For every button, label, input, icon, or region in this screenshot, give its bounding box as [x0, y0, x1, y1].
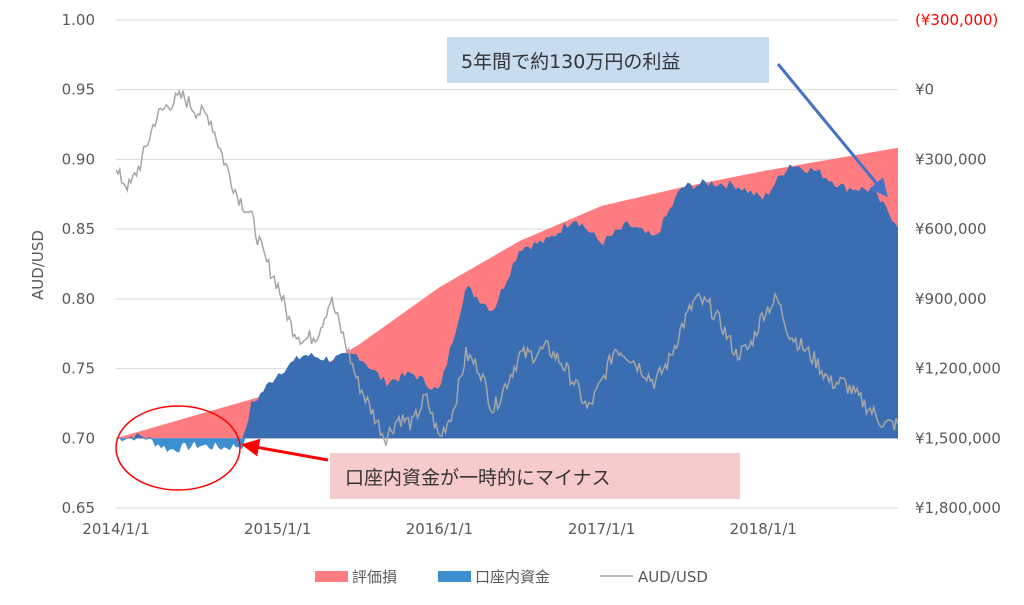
- legend-swatch-valuation-loss: [315, 571, 348, 582]
- y-axis-title: AUD/USD: [29, 230, 47, 300]
- legend-swatch-account-funds: [438, 571, 471, 582]
- right-tick-label: ¥0: [915, 81, 934, 99]
- highlight-ellipse: [115, 405, 241, 491]
- left-tick-label: 0.80: [62, 290, 95, 308]
- left-tick-label: 0.65: [62, 499, 95, 517]
- left-tick-label: 1.00: [62, 11, 95, 29]
- profit-callout: 5年間で約130万円の利益: [447, 37, 888, 197]
- left-tick-label: 0.95: [62, 81, 95, 99]
- left-axis-ticks: 1.00 0.95 0.90 0.85 0.80 0.75 0.70 0.65: [62, 11, 95, 517]
- left-tick-label: 0.75: [62, 360, 95, 378]
- negative-funds-callout: 口座内資金が一時的にマイナス: [115, 405, 740, 499]
- legend-item-account-funds: 口座内資金: [438, 568, 550, 586]
- x-tick-label: 2017/1/1: [568, 520, 635, 538]
- right-tick-label: ¥600,000: [915, 220, 987, 238]
- profit-label-box: [447, 37, 769, 83]
- legend-item-valuation-loss: 評価損: [315, 568, 397, 586]
- x-tick-label: 2018/1/1: [730, 520, 797, 538]
- legend-item-aud-usd: AUD/USD: [600, 568, 708, 586]
- blue-arrow: [776, 63, 888, 197]
- account-funds-area: [116, 164, 898, 439]
- right-tick-label: ¥1,800,000: [915, 499, 1001, 517]
- x-tick-label: 2014/1/1: [82, 520, 149, 538]
- legend-label-valuation-loss: 評価損: [352, 568, 397, 586]
- left-tick-label: 0.90: [62, 150, 95, 168]
- negative-funds-label: 口座内資金が一時的にマイナス: [345, 467, 611, 489]
- legend-label-account-funds: 口座内資金: [475, 568, 550, 586]
- red-arrow: [241, 438, 329, 462]
- right-axis-ticks: ¥1,800,000 ¥1,500,000 ¥1,200,000 ¥900,000 ¥6…: [915, 11, 1001, 517]
- aud-usd-line: [116, 89, 898, 446]
- left-tick-label: 0.85: [62, 220, 95, 238]
- x-tick-label: 2015/1/1: [244, 520, 311, 538]
- account-funds-negative-area: [116, 438, 898, 453]
- right-tick-label: ¥300,000: [915, 150, 987, 168]
- profit-label: 5年間で約130万円の利益: [461, 51, 680, 73]
- x-tick-label: 2016/1/1: [406, 520, 473, 538]
- left-tick-label: 0.70: [62, 429, 95, 447]
- legend-label-aud-usd: AUD/USD: [638, 568, 708, 586]
- right-tick-label: ¥1,200,000: [915, 360, 1001, 378]
- right-tick-label: ¥900,000: [915, 290, 987, 308]
- legend: 評価損 口座内資金 AUD/USD: [315, 568, 708, 586]
- right-tick-label: (¥300,000): [915, 11, 998, 29]
- right-tick-label: ¥1,500,000: [915, 429, 1001, 447]
- negative-funds-label-box: [330, 453, 740, 499]
- x-axis-ticks: 2014/1/1 2015/1/1 2016/1/1 2017/1/1 2018/1/1: [82, 520, 797, 538]
